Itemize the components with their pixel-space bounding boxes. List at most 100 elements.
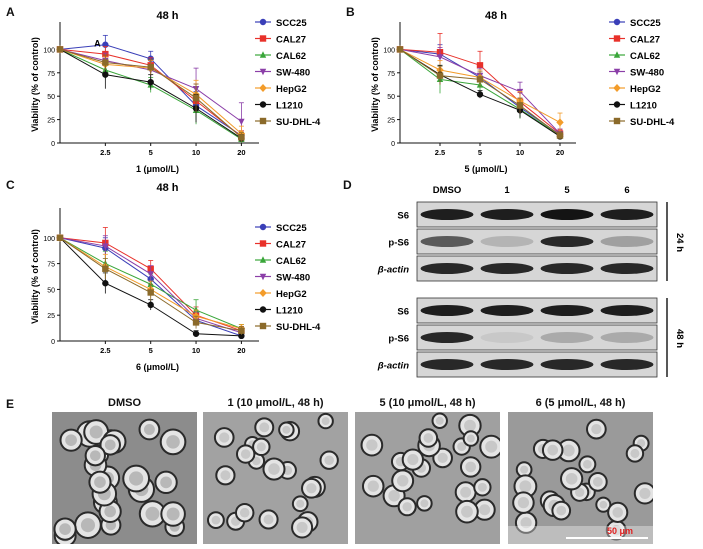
- cell-interior: [366, 439, 378, 451]
- cell-interior: [402, 502, 412, 512]
- legend-label: SW-480: [276, 68, 310, 79]
- cell-interior: [252, 456, 261, 466]
- blot-column-label: DMSO: [433, 185, 462, 196]
- cell-interior: [611, 524, 622, 536]
- x-tick-label: 2.5: [100, 346, 110, 355]
- cell-interior: [562, 444, 575, 457]
- blot-band: [420, 209, 474, 220]
- blot-time-label: 24 h: [674, 233, 685, 252]
- y-tick-label: 75: [47, 262, 55, 269]
- x-axis-label: 6 (μmol/L): [136, 362, 179, 372]
- cell-interior: [263, 514, 274, 525]
- legend-label: SU-DHL-4: [276, 117, 321, 128]
- legend-marker: [613, 18, 621, 26]
- y-tick-label: 50: [387, 94, 395, 101]
- cell-interior: [465, 461, 477, 473]
- series-su-dhl-4: [396, 46, 564, 140]
- legend-label: SCC25: [276, 223, 307, 234]
- legend-label: SU-DHL-4: [630, 117, 675, 128]
- panel-letter-b: B: [346, 5, 355, 19]
- series-su-dhl-4: [56, 46, 245, 143]
- blot-band: [600, 209, 654, 220]
- data-point: [436, 54, 444, 61]
- data-point: [238, 332, 245, 340]
- legend-marker: [259, 101, 267, 108]
- panel-letter-c: C: [6, 178, 15, 192]
- legend-label: CAL27: [276, 240, 306, 251]
- legend-label: SU-DHL-4: [276, 322, 321, 333]
- y-tick-label: 25: [387, 118, 395, 125]
- western-blot: DMSO 1 5 6 S6 p-S6 β-actin 24 h S6 p-S6 β-actin 48 …: [377, 185, 685, 378]
- data-point: [476, 62, 484, 69]
- y-tick-label: 0: [51, 339, 55, 346]
- legend-marker: [259, 322, 267, 330]
- legend-marker: [613, 101, 621, 108]
- data-point: [556, 118, 564, 127]
- micrograph-image: [355, 412, 500, 544]
- data-point: [147, 63, 154, 71]
- data-point: [56, 234, 64, 241]
- cell-interior: [407, 454, 419, 466]
- y-tick-label: 100: [43, 236, 55, 243]
- cell-interior: [612, 507, 623, 518]
- viability-chart-a: 48 h 0 25 50 75 100 2.5 5 10 20 1 (μmol/L) Viabilit…: [30, 10, 321, 174]
- y-tick-label: 50: [47, 287, 55, 294]
- legend-label: SW-480: [276, 273, 310, 284]
- blot-band: [600, 359, 654, 370]
- x-tick-label: 10: [192, 346, 200, 355]
- legend-label: CAL27: [630, 35, 660, 46]
- blot-column-label: 5: [564, 185, 570, 196]
- y-tick-label: 25: [47, 313, 55, 320]
- data-point: [238, 118, 245, 126]
- micrograph-image: 50 μm: [508, 412, 653, 544]
- legend-marker: [259, 306, 267, 313]
- panel-letter-e: E: [6, 397, 15, 411]
- cell-interior: [423, 433, 434, 443]
- cell-interior: [166, 435, 180, 449]
- blot-band: [480, 236, 534, 247]
- data-point: [147, 289, 154, 296]
- legend-label: HepG2: [276, 84, 307, 95]
- micrograph-title: DMSO: [108, 397, 141, 409]
- data-point: [516, 102, 524, 109]
- y-tick-label: 100: [43, 47, 55, 54]
- cell-interior: [520, 517, 532, 529]
- legend-marker: [259, 18, 267, 26]
- data-point: [147, 78, 154, 86]
- y-tick-label: 75: [387, 71, 395, 78]
- data-point: [556, 132, 564, 139]
- data-point: [102, 280, 109, 287]
- legend-label: HepG2: [630, 84, 661, 95]
- cell-interior: [396, 475, 409, 487]
- x-tick-label: 2.5: [435, 148, 445, 157]
- cell-interior: [240, 449, 251, 459]
- cell-interior: [256, 442, 266, 452]
- blot-band: [420, 332, 474, 343]
- legend-label: L1210: [276, 306, 303, 317]
- y-tick-label: 75: [47, 71, 55, 78]
- series-hepg2: [56, 233, 246, 333]
- blot-time-label: 48 h: [674, 329, 685, 348]
- blot-band: [480, 332, 534, 343]
- cell-interior: [104, 505, 116, 518]
- blot-row-label: β-actin: [377, 265, 409, 276]
- blot-band: [480, 263, 534, 274]
- cell-interior: [464, 419, 476, 432]
- cell-interior: [437, 452, 448, 464]
- y-axis-label: Viability (% of control): [370, 37, 380, 132]
- legend-label: HepG2: [276, 289, 307, 300]
- blot-band: [480, 305, 534, 316]
- micrograph-title: 5 (10 μmol/L, 48 h): [379, 397, 476, 409]
- blot-band: [480, 209, 534, 220]
- data-point: [56, 46, 64, 53]
- y-tick-label: 25: [47, 118, 55, 125]
- cell-interior: [639, 487, 651, 499]
- data-point: [476, 76, 484, 83]
- cell-interior: [388, 490, 400, 502]
- legend-marker: [259, 256, 267, 263]
- cell-interior: [145, 506, 160, 521]
- micrograph-image: [203, 412, 348, 544]
- cell-interior: [547, 444, 559, 456]
- blot-band: [600, 263, 654, 274]
- micrograph-image: [52, 412, 197, 544]
